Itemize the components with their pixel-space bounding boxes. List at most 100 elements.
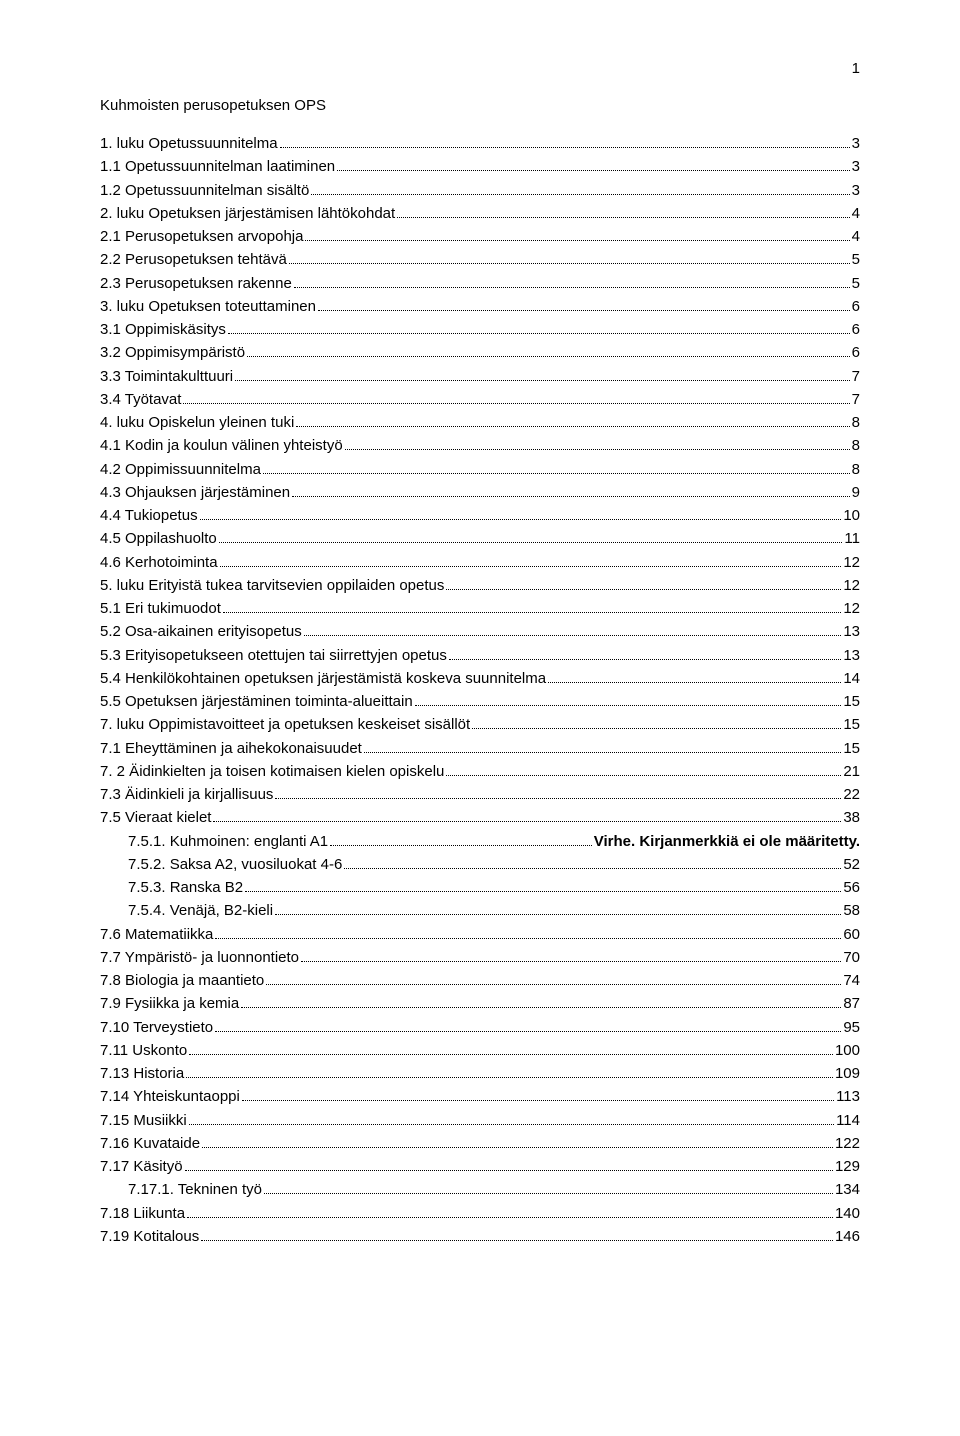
toc-entry-label: 7.17.1. Tekninen työ bbox=[128, 1178, 262, 1201]
toc-entry-page: 38 bbox=[843, 806, 860, 829]
toc-entry: 4.3 Ohjauksen järjestäminen 9 bbox=[100, 481, 860, 504]
toc-leader-dots bbox=[266, 975, 841, 985]
toc-entry: 5. luku Erityistä tukea tarvitsevien opp… bbox=[100, 574, 860, 597]
toc-entry: 7.17 Käsityö 129 bbox=[100, 1155, 860, 1178]
toc-entry-label: 7.9 Fysiikka ja kemia bbox=[100, 992, 239, 1015]
toc-leader-dots bbox=[186, 1068, 833, 1078]
toc-leader-dots bbox=[242, 1091, 834, 1101]
toc-leader-dots bbox=[305, 231, 849, 241]
toc-entry-label: 2.2 Perusopetuksen tehtävä bbox=[100, 248, 287, 271]
toc-leader-dots bbox=[275, 789, 841, 799]
toc-entry-label: 5.3 Erityisopetukseen otettujen tai siir… bbox=[100, 644, 447, 667]
toc-entry: 5.5 Opetuksen järjestäminen toiminta-alu… bbox=[100, 690, 860, 713]
toc-leader-dots bbox=[296, 417, 849, 427]
toc-entry-page: 9 bbox=[852, 481, 860, 504]
toc-entry: 2.1 Perusopetuksen arvopohja4 bbox=[100, 225, 860, 248]
toc-leader-dots bbox=[235, 371, 850, 381]
toc-entry: 7.13 Historia109 bbox=[100, 1062, 860, 1085]
toc-entry-page: 14 bbox=[843, 667, 860, 690]
toc-leader-dots bbox=[202, 1138, 833, 1148]
toc-entry: 5.4 Henkilökohtainen opetuksen järjestäm… bbox=[100, 667, 860, 690]
toc-entry-label: 5.4 Henkilökohtainen opetuksen järjestäm… bbox=[100, 667, 546, 690]
toc-leader-dots bbox=[213, 812, 841, 822]
toc-entry-label: 7. 2 Äidinkielten ja toisen kotimaisen k… bbox=[100, 760, 444, 783]
toc-entry-label: 2.1 Perusopetuksen arvopohja bbox=[100, 225, 303, 248]
toc-entry-page: 109 bbox=[835, 1062, 860, 1085]
toc-entry-label: 7.7 Ympäristö- ja luonnontieto bbox=[100, 946, 299, 969]
toc-entry-page: 8 bbox=[852, 411, 860, 434]
toc-entry-page: 3 bbox=[852, 132, 860, 155]
toc-leader-dots bbox=[397, 208, 849, 218]
toc-leader-dots bbox=[337, 161, 850, 171]
toc-leader-dots bbox=[330, 836, 592, 846]
toc-entry: 7.5.2. Saksa A2, vuosiluokat 4-652 bbox=[100, 853, 860, 876]
toc-entry: 7. luku Oppimistavoitteet ja opetuksen k… bbox=[100, 713, 860, 736]
toc-entry-label: 7.6 Matematiikka bbox=[100, 923, 213, 946]
toc-entry-page: 13 bbox=[843, 644, 860, 667]
toc-entry-label: 4.3 Ohjauksen järjestäminen bbox=[100, 481, 290, 504]
toc-entry: 7. 2 Äidinkielten ja toisen kotimaisen k… bbox=[100, 760, 860, 783]
toc-entry: 2.2 Perusopetuksen tehtävä5 bbox=[100, 248, 860, 271]
toc-entry-label: 7.8 Biologia ja maantieto bbox=[100, 969, 264, 992]
toc-entry: 4. luku Opiskelun yleinen tuki8 bbox=[100, 411, 860, 434]
toc-leader-dots bbox=[223, 603, 841, 613]
toc-entry: 4.4 Tukiopetus 10 bbox=[100, 504, 860, 527]
toc-entry: 7.16 Kuvataide122 bbox=[100, 1132, 860, 1155]
toc-entry: 4.2 Oppimissuunnitelma8 bbox=[100, 458, 860, 481]
toc-leader-dots bbox=[245, 882, 841, 892]
toc-entry-page: 95 bbox=[843, 1016, 860, 1039]
toc-entry-page: 113 bbox=[836, 1085, 860, 1108]
toc-leader-dots bbox=[264, 1184, 833, 1194]
toc-entry-label: 7.5.1. Kuhmoinen: englanti A1 bbox=[128, 830, 328, 853]
toc-entry-page: 10 bbox=[843, 504, 860, 527]
toc-leader-dots bbox=[275, 905, 841, 915]
toc-entry-page: 56 bbox=[843, 876, 860, 899]
toc-leader-dots bbox=[263, 464, 850, 474]
toc-entry-label: 5.1 Eri tukimuodot bbox=[100, 597, 221, 620]
toc-entry-label: 7.19 Kotitalous bbox=[100, 1225, 199, 1248]
toc-entry: 7.15 Musiikki114 bbox=[100, 1109, 860, 1132]
toc-entry-page: 12 bbox=[843, 551, 860, 574]
toc-entry-label: 3.4 Työtavat bbox=[100, 388, 181, 411]
toc-leader-dots bbox=[247, 347, 850, 357]
toc-entry-label: 7.3 Äidinkieli ja kirjallisuus bbox=[100, 783, 273, 806]
toc-entry-page: 15 bbox=[843, 713, 860, 736]
toc-entry-page: 11 bbox=[844, 527, 860, 550]
toc-entry-page: 5 bbox=[852, 272, 860, 295]
toc-entry-page: 74 bbox=[843, 969, 860, 992]
toc-entry: 5.1 Eri tukimuodot12 bbox=[100, 597, 860, 620]
toc-entry: 7.8 Biologia ja maantieto 74 bbox=[100, 969, 860, 992]
toc-entry: 7.17.1. Tekninen työ 134 bbox=[100, 1178, 860, 1201]
toc-entry-label: 4.1 Kodin ja koulun välinen yhteistyö bbox=[100, 434, 343, 457]
toc-leader-dots bbox=[344, 859, 841, 869]
toc-entry-page: 129 bbox=[835, 1155, 860, 1178]
toc-entry: 1.2 Opetussuunnitelman sisältö3 bbox=[100, 179, 860, 202]
toc-entry-label: 2.3 Perusopetuksen rakenne bbox=[100, 272, 292, 295]
toc-entry-page: 12 bbox=[843, 574, 860, 597]
toc-entry: 7.5 Vieraat kielet38 bbox=[100, 806, 860, 829]
toc-entry: 3.4 Työtavat7 bbox=[100, 388, 860, 411]
toc-entry-label: 3.1 Oppimiskäsitys bbox=[100, 318, 226, 341]
toc-leader-dots bbox=[183, 394, 849, 404]
toc-entry-label: 7.17 Käsityö bbox=[100, 1155, 183, 1178]
toc-leader-dots bbox=[311, 185, 849, 195]
toc-entry-label: 4.4 Tukiopetus bbox=[100, 504, 198, 527]
toc-entry-page: 8 bbox=[852, 434, 860, 457]
toc-entry-label: 2. luku Opetuksen järjestämisen lähtökoh… bbox=[100, 202, 395, 225]
toc-entry: 1. luku Opetussuunnitelma3 bbox=[100, 132, 860, 155]
toc-entry-page: 146 bbox=[835, 1225, 860, 1248]
toc-leader-dots bbox=[294, 278, 850, 288]
toc-leader-dots bbox=[241, 998, 841, 1008]
toc-entry: 5.2 Osa-aikainen erityisopetus13 bbox=[100, 620, 860, 643]
toc-entry-page: 134 bbox=[835, 1178, 860, 1201]
toc-entry-label: 5.5 Opetuksen järjestäminen toiminta-alu… bbox=[100, 690, 413, 713]
toc-entry-page: Virhe. Kirjanmerkkiä ei ole määritetty. bbox=[594, 830, 860, 853]
toc-leader-dots bbox=[185, 1161, 833, 1171]
toc-leader-dots bbox=[220, 557, 842, 567]
toc-leader-dots bbox=[189, 1045, 833, 1055]
toc-entry-label: 5.2 Osa-aikainen erityisopetus bbox=[100, 620, 302, 643]
toc-entry-label: 5. luku Erityistä tukea tarvitsevien opp… bbox=[100, 574, 444, 597]
toc-leader-dots bbox=[280, 138, 850, 148]
toc-leader-dots bbox=[345, 440, 850, 450]
toc-entry-label: 7.18 Liikunta bbox=[100, 1202, 185, 1225]
